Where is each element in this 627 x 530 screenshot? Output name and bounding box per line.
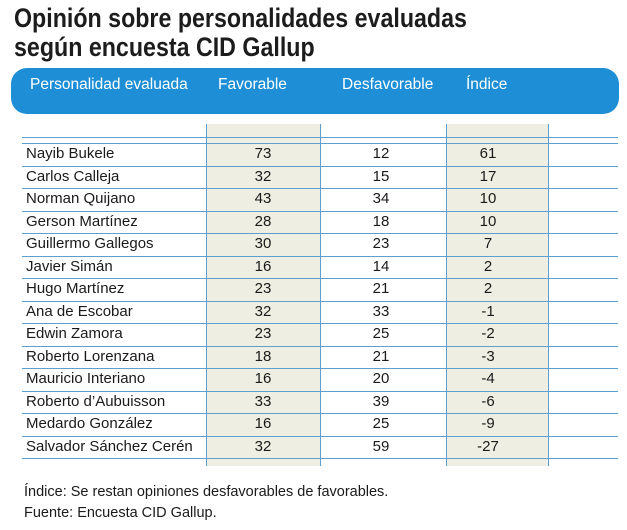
cell-desfavorable: 34 [372, 190, 390, 207]
cell-desfavorable: 21 [372, 280, 390, 297]
favorable-column-shade [206, 124, 320, 466]
cell-indice: -4 [481, 370, 495, 387]
source-note: Fuente: Encuesta CID Gallup. [24, 505, 217, 521]
cell-desfavorable: 21 [372, 347, 390, 365]
header-favorable: Favorable [218, 76, 287, 93]
header-personalidad: Personalidad evaluada [30, 76, 188, 93]
cell-favorable: 73 [254, 145, 272, 162]
cell-personalidad: Norman Quijano [26, 190, 136, 207]
cell-favorable: 28 [254, 212, 272, 230]
cell-personalidad: Medardo González [26, 415, 153, 432]
cell-favorable: 23 [254, 280, 272, 297]
cell-desfavorable: 25 [372, 325, 390, 342]
header-indice: Índice [466, 76, 508, 93]
cell-indice: 2 [483, 280, 493, 297]
cell-personalidad: Guillermo Gallegos [26, 235, 154, 252]
cell-favorable: 16 [254, 415, 272, 432]
cell-indice: -3 [481, 347, 495, 365]
cell-favorable: 32 [254, 302, 272, 320]
column-divider [206, 124, 207, 466]
cell-indice: 17 [479, 167, 497, 185]
column-divider [446, 124, 447, 466]
cell-favorable: 16 [254, 370, 272, 387]
cell-indice: 10 [479, 190, 497, 207]
column-divider [320, 124, 321, 466]
cell-favorable: 32 [254, 167, 272, 185]
table-header-bar [11, 68, 619, 114]
cell-indice: 2 [483, 257, 493, 275]
cell-personalidad: Roberto Lorenzana [26, 347, 155, 365]
cell-desfavorable: 15 [372, 167, 390, 185]
cell-desfavorable: 39 [372, 392, 390, 410]
cell-favorable: 30 [254, 235, 272, 252]
cell-indice: 61 [479, 145, 497, 162]
cell-favorable: 23 [254, 325, 272, 342]
cell-indice: -27 [477, 437, 499, 455]
cell-favorable: 33 [254, 392, 272, 410]
cell-personalidad: Salvador Sánchez Cerén [26, 437, 193, 455]
column-divider [548, 124, 549, 466]
indice-column-shade [446, 124, 548, 466]
cell-personalidad: Edwin Zamora [26, 325, 123, 342]
indice-note: Índice: Se restan opiniones desfavorable… [24, 484, 389, 500]
cell-desfavorable: 59 [372, 437, 390, 455]
cell-indice: -2 [481, 325, 495, 342]
cell-desfavorable: 25 [372, 415, 390, 432]
cell-indice: -6 [481, 392, 495, 410]
cell-desfavorable: 20 [372, 370, 390, 387]
cell-personalidad: Hugo Martínez [26, 280, 125, 297]
cell-desfavorable: 12 [372, 145, 390, 162]
cell-desfavorable: 18 [372, 212, 390, 230]
header-desfavorable: Desfavorable [342, 76, 434, 93]
cell-personalidad: Gerson Martínez [26, 212, 138, 230]
cell-favorable: 43 [254, 190, 272, 207]
cell-indice: -1 [481, 302, 495, 320]
cell-personalidad: Javier Simán [26, 257, 113, 275]
cell-indice: -9 [481, 415, 495, 432]
title-line-1: Opinión sobre personalidades evaluadas [14, 3, 467, 33]
chart-title: Opinión sobre personalidades evaluadas s… [14, 4, 530, 62]
cell-personalidad: Nayib Bukele [26, 145, 115, 162]
cell-desfavorable: 14 [372, 257, 390, 275]
cell-favorable: 16 [254, 257, 272, 275]
cell-favorable: 32 [254, 437, 272, 455]
cell-personalidad: Ana de Escobar [26, 302, 133, 320]
cell-personalidad: Mauricio Interiano [26, 370, 146, 387]
cell-desfavorable: 33 [372, 302, 390, 320]
cell-favorable: 18 [254, 347, 272, 365]
cell-indice: 7 [483, 235, 493, 252]
cell-personalidad: Carlos Calleja [26, 167, 120, 185]
cell-personalidad: Roberto d’Aubuisson [26, 392, 166, 410]
cell-desfavorable: 23 [372, 235, 390, 252]
title-line-2: según encuesta CID Gallup [14, 32, 315, 62]
cell-indice: 10 [479, 212, 497, 230]
